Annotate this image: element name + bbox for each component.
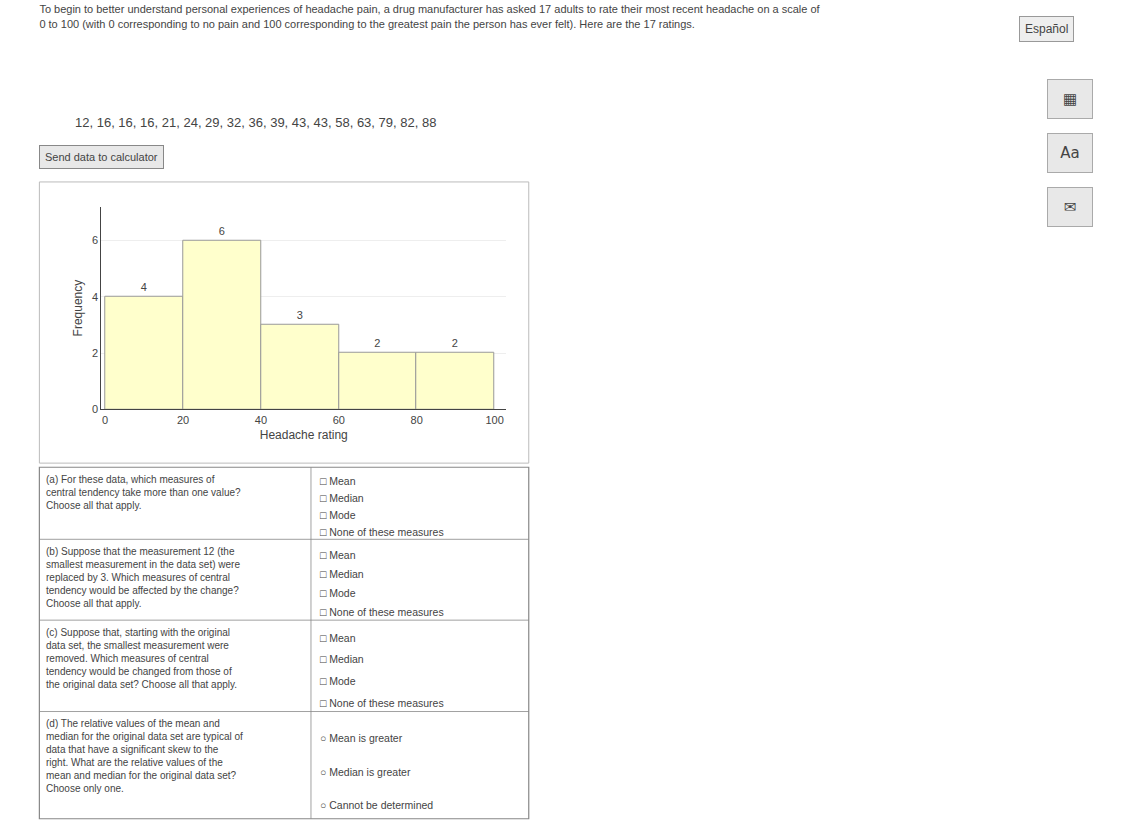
svg-text:Español: Español: [1025, 22, 1068, 36]
svg-text:□ Mean: □ Mean: [320, 549, 356, 561]
svg-text:2: 2: [374, 337, 380, 349]
svg-text:▦: ▦: [1063, 90, 1077, 108]
svg-text:To begin to better understand: To begin to better understand personal e…: [39, 3, 820, 29]
svg-text:□ Median: □ Median: [320, 568, 364, 580]
svg-text:Headache rating: Headache rating: [260, 428, 348, 442]
svg-text:□ None of these measures: □ None of these measures: [320, 606, 444, 618]
svg-text:0: 0: [102, 414, 108, 426]
svg-text:□ Mean: □ Mean: [320, 632, 356, 644]
svg-text:□ Median: □ Median: [320, 492, 364, 504]
svg-text:12, 16, 16, 16, 21, 24, 29, 32: 12, 16, 16, 16, 21, 24, 29, 32, 36, 39, …: [75, 115, 436, 130]
svg-text:□ Mode: □ Mode: [320, 675, 356, 687]
svg-text:80: 80: [411, 414, 423, 426]
svg-text:□ None of these measures: □ None of these measures: [320, 697, 444, 709]
svg-text:2: 2: [92, 347, 98, 359]
svg-text:4: 4: [92, 291, 98, 303]
svg-text:○ Mean is greater: ○ Mean is greater: [320, 732, 403, 744]
svg-text:(d) The relative values of the: (d) The relative values of the mean andm…: [46, 718, 243, 794]
svg-text:Aa: Aa: [1060, 144, 1079, 162]
svg-text:□ Mode: □ Mode: [320, 587, 356, 599]
svg-text:□ Mode: □ Mode: [320, 509, 356, 521]
svg-text:□ None of these measures: □ None of these measures: [320, 526, 444, 538]
svg-text:(a) For these data, which meas: (a) For these data, which measures ofcen…: [46, 474, 241, 511]
svg-text:(c) Suppose that, starting wit: (c) Suppose that, starting with the orig…: [46, 627, 237, 690]
svg-text:60: 60: [333, 414, 345, 426]
svg-text:○ Cannot be determined: ○ Cannot be determined: [320, 799, 433, 811]
svg-text:2: 2: [452, 337, 458, 349]
svg-text:4: 4: [141, 281, 147, 293]
svg-text:100: 100: [485, 414, 503, 426]
svg-text:6: 6: [92, 234, 98, 246]
svg-text:Send data to calculator: Send data to calculator: [45, 151, 158, 163]
svg-text:(b) Suppose that the measureme: (b) Suppose that the measurement 12 (the…: [46, 546, 240, 609]
svg-text:✉: ✉: [1064, 198, 1077, 216]
svg-text:6: 6: [219, 225, 225, 237]
svg-text:20: 20: [177, 414, 189, 426]
svg-text:□ Median: □ Median: [320, 653, 364, 665]
svg-text:Frequency: Frequency: [71, 280, 85, 337]
svg-text:40: 40: [255, 414, 267, 426]
svg-text:□ Mean: □ Mean: [320, 475, 356, 487]
svg-text:0: 0: [92, 403, 98, 415]
svg-text:3: 3: [297, 309, 303, 321]
svg-text:○ Median is greater: ○ Median is greater: [320, 766, 411, 778]
